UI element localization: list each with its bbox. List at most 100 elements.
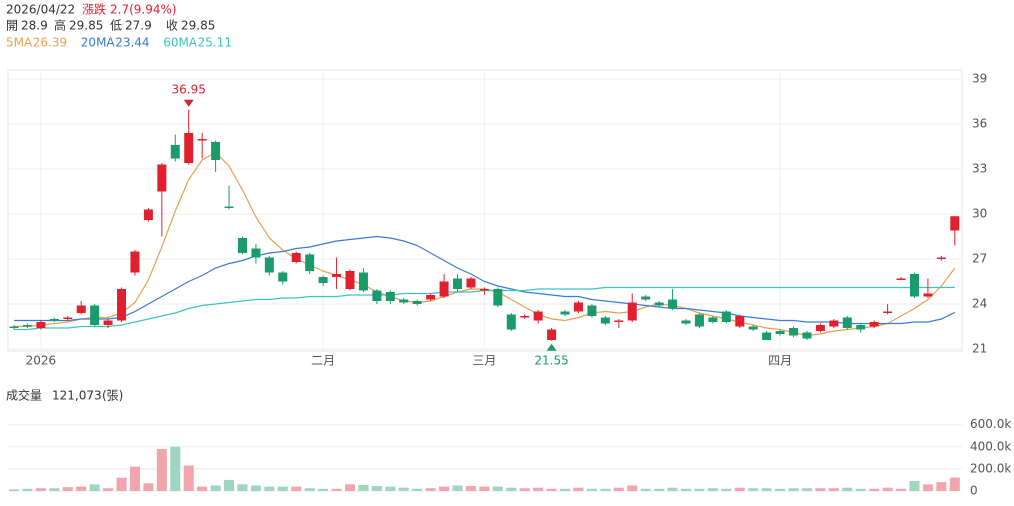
y-tick-label: 30 <box>972 207 987 221</box>
volume-bar <box>103 488 114 491</box>
legend-name: 5MA <box>6 36 33 50</box>
candle-body <box>143 209 153 220</box>
volume-bar <box>277 486 288 491</box>
volume-bar <box>707 488 718 491</box>
legend-value: 26.39 <box>33 36 67 50</box>
volume-bar <box>412 488 423 491</box>
candle-body <box>641 296 651 300</box>
candle-body <box>587 305 597 316</box>
volume-bar <box>546 488 557 491</box>
candle-body <box>224 206 234 208</box>
candle-body <box>883 311 893 313</box>
volume-bar <box>49 488 60 491</box>
y-tick-label: 33 <box>972 162 987 176</box>
volume-bar <box>533 487 544 491</box>
change: 2.7(9.94%) <box>110 3 177 17</box>
candle-body <box>466 278 476 288</box>
candle-body <box>654 302 664 306</box>
candle-body <box>426 295 436 300</box>
candle-body <box>211 142 221 160</box>
candle-body <box>856 325 866 330</box>
volume-bar <box>640 488 651 491</box>
ohlc-label: 高 <box>54 18 66 33</box>
volume-bar <box>89 484 100 491</box>
candle-body <box>197 139 207 141</box>
high-label: 36.95 <box>172 82 206 96</box>
candle-body <box>600 317 610 324</box>
candle-body <box>735 316 745 327</box>
candle-body <box>668 299 678 309</box>
candle-body <box>399 299 409 303</box>
volume-bar <box>479 486 490 491</box>
candle-body <box>63 317 73 319</box>
volume-bar <box>318 488 329 491</box>
candle-body <box>318 277 328 283</box>
candle-body <box>345 271 355 289</box>
volume-bar <box>936 482 947 491</box>
candle-body <box>694 314 704 327</box>
candle-body <box>775 331 785 334</box>
ohlc-value: 27.9 <box>125 19 152 33</box>
volume-bar <box>197 486 208 491</box>
volume-title: 成交量 <box>6 388 42 403</box>
ohlc-label: 開 <box>6 19 18 33</box>
candle-body <box>506 314 516 330</box>
candle-body <box>748 326 758 330</box>
legend-name: 20MA <box>81 36 116 50</box>
candle-body <box>251 248 261 258</box>
volume-bar <box>842 487 853 491</box>
volume-bar <box>506 487 517 491</box>
candle-body <box>157 164 167 192</box>
candle-body <box>533 311 543 321</box>
candle-body <box>291 253 301 262</box>
x-tick-label: 三月 <box>472 354 496 368</box>
candle-body <box>869 322 879 327</box>
volume-bar <box>613 487 624 491</box>
candle-body <box>237 238 247 253</box>
plot-border <box>7 69 963 352</box>
x-tick-label: 2026 <box>26 354 57 368</box>
candle-body <box>842 317 852 328</box>
candle-body <box>573 302 583 312</box>
candle-body <box>479 289 489 291</box>
volume-bar <box>62 487 73 491</box>
volume-bar <box>371 486 382 491</box>
candle-body <box>90 305 100 325</box>
y-tick-label: 0 <box>970 484 978 498</box>
candle-body <box>76 305 86 313</box>
candle-body <box>358 272 368 291</box>
volume-bar <box>116 477 127 491</box>
volume-bar <box>788 488 799 491</box>
y-tick-label: 400.0k <box>970 439 1011 453</box>
candle-body <box>117 289 127 321</box>
volume-bar <box>519 488 530 491</box>
candle-body <box>802 332 812 339</box>
volume-bar <box>882 487 893 491</box>
volume-bar <box>801 488 812 491</box>
volume-bar <box>331 488 342 491</box>
volume-bar <box>654 488 665 491</box>
candle-body <box>305 254 315 271</box>
candle-body <box>923 293 933 297</box>
candle-body <box>493 289 503 306</box>
legend-name: 60MA <box>163 36 198 50</box>
candle-body <box>950 216 960 231</box>
candle-body <box>184 133 194 163</box>
ohlc-label: 收 <box>166 19 178 33</box>
volume-bar <box>694 488 705 491</box>
volume-bar <box>35 488 46 491</box>
candle-body <box>372 290 382 301</box>
candle-body <box>264 257 274 273</box>
volume-bar <box>465 486 476 491</box>
volume-bar <box>560 488 571 491</box>
volume-bar <box>398 487 409 491</box>
candle-body <box>439 281 449 297</box>
volume-bar <box>22 488 33 491</box>
candle-body <box>896 278 906 280</box>
volume-bar <box>183 465 194 491</box>
candle-body <box>278 272 288 282</box>
volume-bar <box>667 487 678 491</box>
candle-body <box>936 257 946 259</box>
y-tick-label: 27 <box>972 252 987 266</box>
